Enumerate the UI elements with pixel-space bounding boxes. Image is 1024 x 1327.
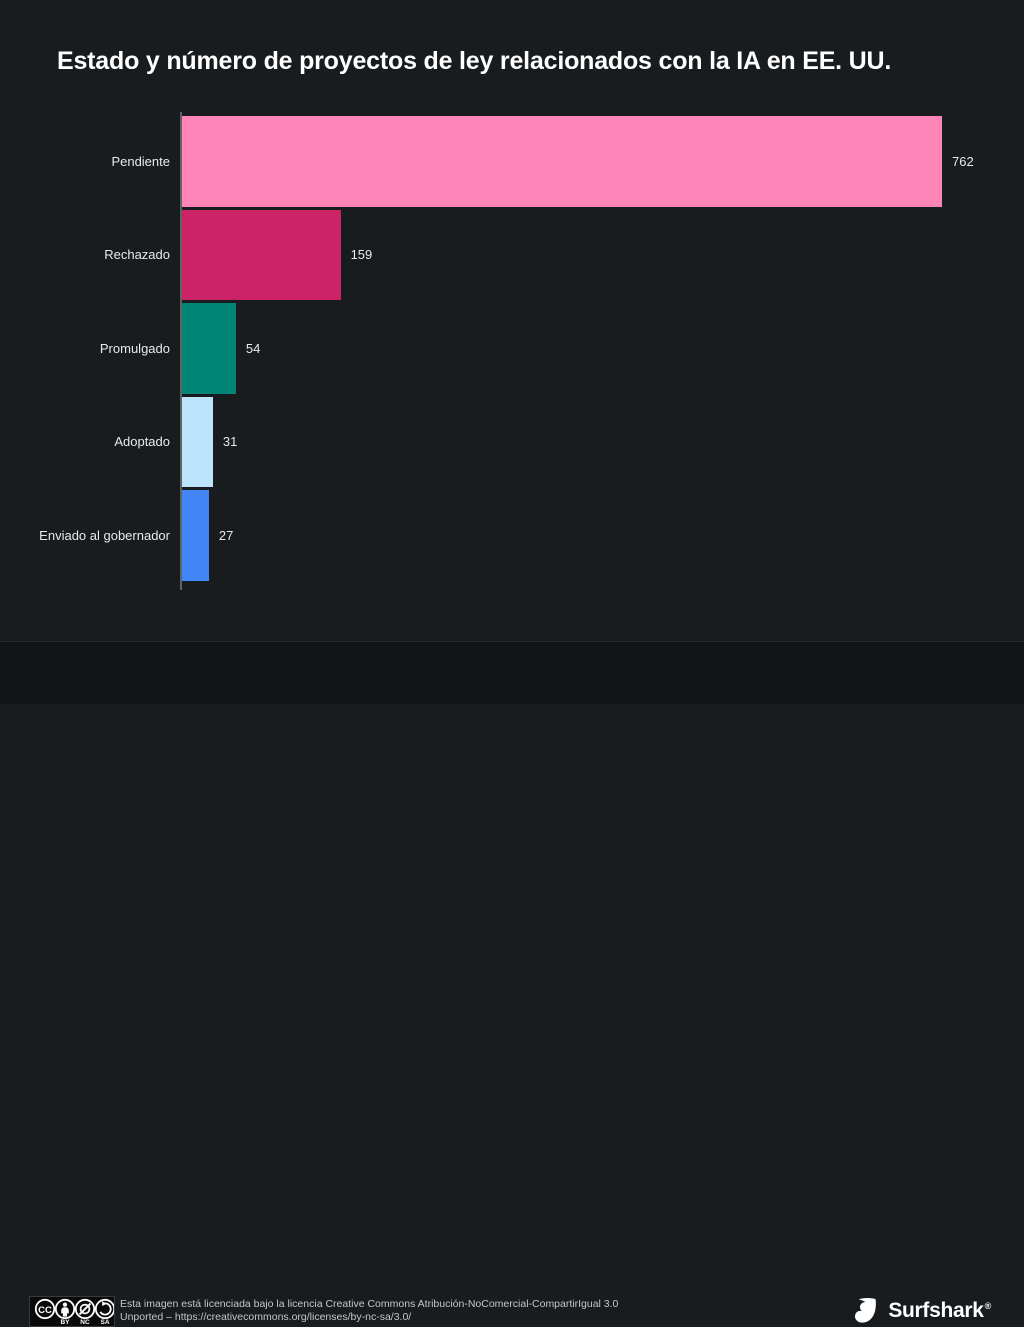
license-text: Esta imagen está licenciada bajo la lice… bbox=[120, 1298, 720, 1324]
bar-value-label: 762 bbox=[952, 153, 974, 169]
page-title: Estado y número de proyectos de ley rela… bbox=[57, 47, 892, 75]
chart-page: Estado y número de proyectos de ley rela… bbox=[0, 47, 1024, 1327]
bar-row: Promulgado 54 bbox=[0, 303, 1024, 394]
bar-row: Pendiente 762 bbox=[0, 116, 1024, 207]
bar-series: Pendiente 762 Rechazado 159 Promulgado 54 Adop… bbox=[0, 112, 1024, 590]
y-axis-line bbox=[180, 112, 182, 590]
surfshark-logo: Surfshark® bbox=[854, 1297, 991, 1324]
bar-row: Rechazado 159 bbox=[0, 209, 1024, 300]
bar-value-label: 27 bbox=[218, 527, 234, 543]
cc-label-by: BY bbox=[60, 1319, 70, 1325]
svg-text:CC: CC bbox=[38, 1305, 52, 1316]
bar[interactable] bbox=[182, 116, 942, 207]
bar-value-label: 31 bbox=[222, 434, 238, 450]
trademark-symbol: ® bbox=[984, 1300, 992, 1311]
category-label: Promulgado bbox=[99, 340, 170, 356]
footer: CC BY NC SA Esta imagen está licenc bbox=[0, 642, 1024, 1327]
license-line-2: Unported – https://creativecommons.org/l… bbox=[120, 1311, 412, 1323]
category-label: Pendiente bbox=[111, 153, 170, 169]
cc-license-icons: CC BY NC SA bbox=[34, 1298, 114, 1325]
category-label: Adoptado bbox=[114, 434, 170, 450]
cc-label-nc: NC bbox=[80, 1319, 90, 1325]
creative-commons-badge: CC BY NC SA bbox=[29, 1296, 115, 1327]
bar[interactable] bbox=[182, 396, 213, 487]
surfshark-mark-icon bbox=[855, 1298, 877, 1323]
license-line-1: Esta imagen está licenciada bajo la lice… bbox=[120, 1298, 619, 1310]
bar[interactable] bbox=[182, 209, 341, 300]
bar[interactable] bbox=[182, 490, 209, 581]
cc-label-sa: SA bbox=[100, 1319, 109, 1325]
bar-value-label: 54 bbox=[245, 340, 261, 356]
brand-name-text: Surfshark bbox=[888, 1298, 984, 1322]
footer-divider bbox=[0, 641, 1024, 642]
bar-row: Enviado al gobernador 27 bbox=[0, 490, 1024, 581]
bar-row: Adoptado 31 bbox=[0, 396, 1024, 487]
chart-plot-area: Pendiente 762 Rechazado 159 Promulgado 54 Adop… bbox=[0, 112, 1024, 592]
surfshark-wordmark: Surfshark® bbox=[888, 1299, 991, 1323]
bar-value-label: 159 bbox=[350, 247, 373, 263]
bar[interactable] bbox=[182, 303, 236, 394]
category-label: Enviado al gobernador bbox=[39, 527, 170, 543]
category-label: Rechazado bbox=[104, 247, 170, 263]
